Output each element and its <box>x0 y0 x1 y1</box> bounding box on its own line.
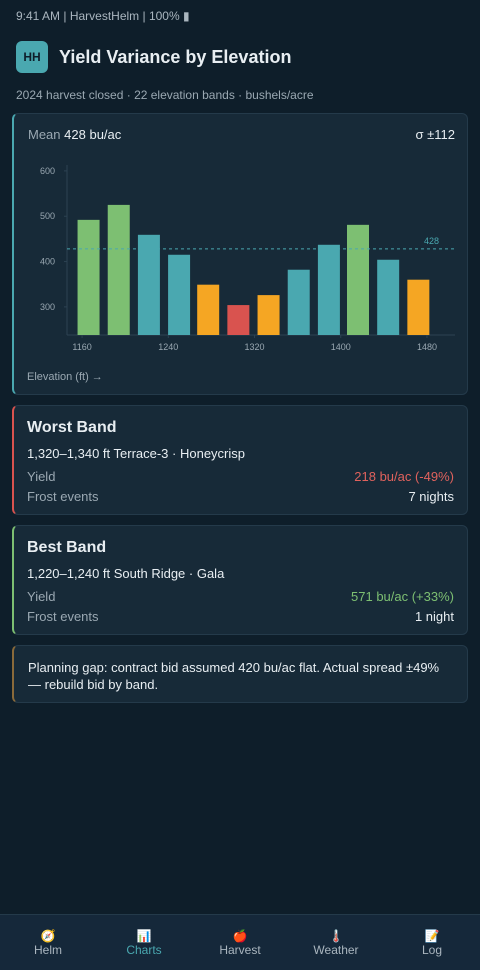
row: Yield 571 bu/ac (+33%) <box>27 587 454 607</box>
tab-icon: 🧭 <box>40 929 56 943</box>
bar <box>107 204 130 335</box>
x-tick-label: 1240 <box>158 342 178 352</box>
card-detail: 1,320–1,340 ft Terrace-3 · Honeycrisp <box>27 446 245 461</box>
page-title: Yield Variance by Elevation <box>59 46 292 67</box>
tab-icon: 📝 <box>424 929 440 943</box>
note-card: Planning gap: contract bid assumed 420 b… <box>12 645 468 703</box>
mean-stat: Mean 428 bu/ac <box>28 127 121 142</box>
tab-icon: 🌡️ <box>328 929 344 943</box>
row-value: 7 nights <box>408 489 454 504</box>
bar <box>347 224 369 335</box>
best-card: Best Band 1,220–1,240 ft South Ridge · G… <box>12 525 468 635</box>
status-bar: 9:41 AM | HarvestHelm | 100% ▮ <box>16 9 190 23</box>
tab[interactable]: 🍎 Harvest <box>192 915 288 970</box>
bar <box>287 269 310 335</box>
tab-bar: 🧭 Helm 📊 Charts 🍎 Harvest 🌡️ Weather 📝 Log <box>0 914 480 970</box>
tab-label: Log <box>421 943 443 957</box>
app-badge: HH <box>16 41 48 73</box>
tab-icon: 📊 <box>136 929 152 943</box>
row: Frost events 7 nights <box>27 487 454 507</box>
subtitle: 2024 harvest closed · 22 elevation bands… <box>16 88 314 102</box>
mean-value: 428 bu/ac <box>64 127 122 142</box>
x-axis-label: Elevation (ft) → <box>27 371 103 383</box>
row-label: Yield <box>27 589 56 604</box>
bar <box>168 254 191 335</box>
row-value: 218 bu/ac (-49%) <box>354 469 454 484</box>
tab[interactable]: 📝 Log <box>384 915 480 970</box>
x-tick-label: 1320 <box>245 342 265 352</box>
y-tick-label: 400 <box>40 257 55 267</box>
bar <box>227 305 250 335</box>
tab[interactable]: 🌡️ Weather <box>288 915 384 970</box>
tab-label: Weather <box>313 943 359 957</box>
row: Yield 218 bu/ac (-49%) <box>27 467 454 487</box>
y-tick-label: 500 <box>40 211 55 221</box>
tab[interactable]: 🧭 Helm <box>0 915 96 970</box>
bar <box>317 244 340 335</box>
x-tick-label: 1400 <box>331 342 351 352</box>
card-title: Best Band <box>27 539 107 556</box>
tab-label: Helm <box>33 943 62 957</box>
tab-label: Charts <box>126 943 162 957</box>
y-tick-label: 600 <box>40 166 55 176</box>
row-label: Frost events <box>27 489 99 504</box>
y-tick-label: 300 <box>40 302 55 312</box>
bar <box>377 259 400 335</box>
bar <box>77 219 100 335</box>
row-label: Frost events <box>27 609 99 624</box>
row-value: 571 bu/ac (+33%) <box>351 589 454 604</box>
row-label: Yield <box>27 469 56 484</box>
tab-icon: 🍎 <box>232 929 248 943</box>
bar <box>257 295 280 335</box>
x-tick-label: 1160 <box>72 342 91 352</box>
bar <box>197 284 220 335</box>
bar <box>407 279 430 335</box>
sigma-stat: σ ±112 <box>415 127 456 142</box>
mean-line-label: 428 <box>424 236 439 246</box>
tab-label: Harvest <box>219 943 261 957</box>
header: HH Yield Variance by Elevation <box>16 41 291 73</box>
row: Frost events 1 night <box>27 607 454 627</box>
mean-label: Mean <box>28 127 61 142</box>
bar <box>137 234 160 335</box>
x-tick-label: 1480 <box>417 342 437 352</box>
worst-card: Worst Band 1,320–1,340 ft Terrace-3 · Ho… <box>12 405 468 515</box>
chart: 300 400 500 600 1160 1240 1320 1400 1480 428 Eleva… <box>27 165 455 383</box>
card-detail: 1,220–1,240 ft South Ridge · Gala <box>27 566 225 581</box>
tab[interactable]: 📊 Charts <box>96 915 192 970</box>
card-title: Worst Band <box>27 419 117 436</box>
row-value: 1 night <box>414 609 454 624</box>
